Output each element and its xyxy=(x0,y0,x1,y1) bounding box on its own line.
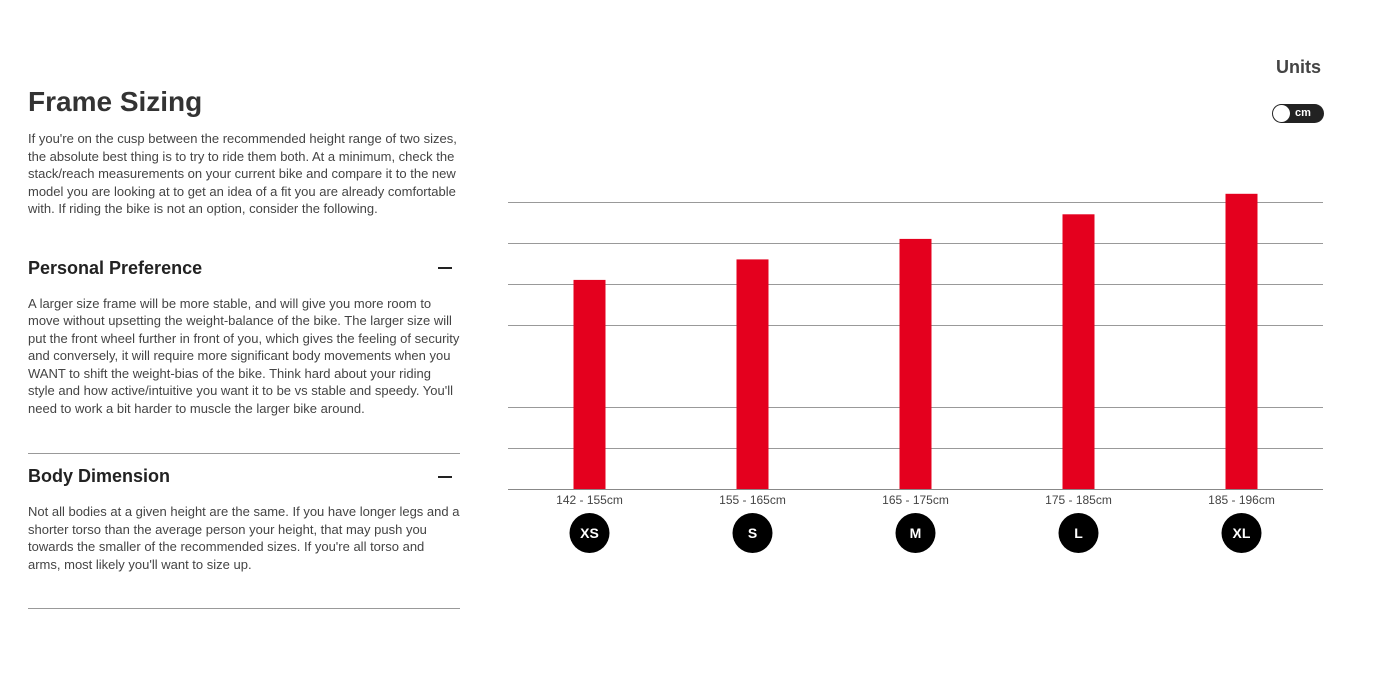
section-header[interactable]: Body Dimension xyxy=(28,466,460,487)
section-header[interactable]: Personal Preference xyxy=(28,258,460,279)
height-range-label: 165 - 175cm xyxy=(882,493,949,507)
height-range-label: 175 - 185cm xyxy=(1045,493,1112,507)
minus-icon[interactable] xyxy=(438,475,452,478)
size-label: S xyxy=(748,525,757,541)
section-title: Personal Preference xyxy=(28,257,203,278)
toggle-label: cm xyxy=(1295,107,1311,119)
size-badge xyxy=(1058,513,1099,553)
bar-xl xyxy=(1225,193,1258,490)
size-badge xyxy=(1221,513,1262,553)
size-badge xyxy=(569,513,610,553)
minus-icon[interactable] xyxy=(438,267,452,269)
size-label: XL xyxy=(1233,525,1251,541)
height-range-label: 142 - 155cm xyxy=(556,493,623,507)
size-label: XS xyxy=(580,525,599,541)
section-body: A larger size frame will be more stable,… xyxy=(28,295,460,416)
size-badge xyxy=(895,513,936,553)
height-range-label: 155 - 165cm xyxy=(719,493,786,507)
size-label: L xyxy=(1074,525,1083,541)
height-range-label: 185 - 196cm xyxy=(1208,493,1275,507)
intro-text: If you're on the cusp between the recomm… xyxy=(28,131,457,216)
bar-s xyxy=(736,259,769,489)
units-label: Units xyxy=(1276,57,1321,77)
size-badge xyxy=(732,513,773,553)
section-body-dimension: Body Dimension Not all bodies at a given… xyxy=(28,453,460,573)
bar-xs xyxy=(573,279,606,489)
divider xyxy=(28,608,460,609)
toggle-knob xyxy=(1273,105,1290,122)
section-body: Not all bodies at a given height are the… xyxy=(28,504,460,572)
section-title: Body Dimension xyxy=(28,466,171,486)
frame-sizing-panel: Frame Sizing If you're on the cusp betwe… xyxy=(28,86,460,609)
bar-m xyxy=(899,238,932,489)
units-toggle[interactable]: cm xyxy=(1272,104,1324,123)
bar-l xyxy=(1062,214,1095,490)
section-personal-preference: Personal Preference A larger size frame … xyxy=(28,258,460,418)
page-title: Frame Sizing xyxy=(28,86,203,117)
size-label: M xyxy=(910,525,922,541)
